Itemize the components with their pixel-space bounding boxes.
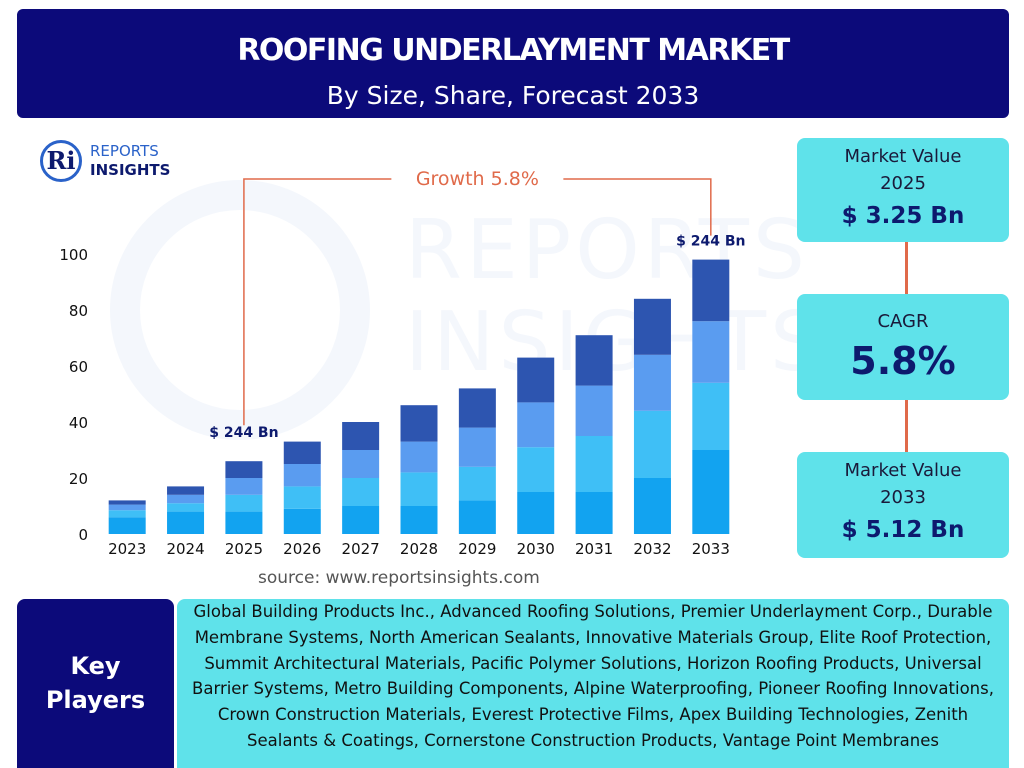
key-players-label: Key Players xyxy=(17,599,174,768)
bar-segment xyxy=(342,422,380,450)
y-tick-label: 40 xyxy=(69,414,88,432)
x-tick-label: 2025 xyxy=(225,540,263,558)
bar-segment xyxy=(575,335,613,386)
bar-segment xyxy=(458,500,496,534)
bar-segment xyxy=(517,492,555,534)
watermark-line-2: INSIGHTS xyxy=(405,295,827,390)
bar-segment xyxy=(692,259,730,322)
logo-line-2: INSIGHTS xyxy=(90,161,171,179)
x-tick-label: 2032 xyxy=(633,540,671,558)
bar-segment xyxy=(167,494,205,504)
bar-segment xyxy=(517,357,555,403)
cagr-label: CAGR xyxy=(877,311,929,332)
bar-segment xyxy=(167,511,205,534)
start-value-label: $ 244 Bn xyxy=(209,425,278,441)
y-tick-label: 60 xyxy=(69,358,88,376)
cagr-card: CAGR 5.8% xyxy=(797,294,1009,400)
bar-segment xyxy=(400,472,438,506)
market-value-2025-label: Market Value xyxy=(844,146,962,167)
bar-segment xyxy=(225,511,263,534)
x-tick-label: 2027 xyxy=(342,540,380,558)
bar-segment xyxy=(225,494,263,512)
bar-segment xyxy=(575,492,613,534)
x-tick-label: 2023 xyxy=(108,540,146,558)
y-tick-label: 80 xyxy=(69,302,88,320)
x-tick-label: 2026 xyxy=(283,540,321,558)
bar-segment xyxy=(458,388,496,428)
cagr-value: 5.8% xyxy=(850,339,956,383)
bar-segment xyxy=(283,464,321,487)
bar-segment xyxy=(400,441,438,473)
card-connector-bottom xyxy=(905,400,908,452)
market-bar-chart: 0 20 40 60 80 100 2023 2024 2025 2026 2027 2028 2029… xyxy=(59,168,745,558)
growth-bracket-line xyxy=(243,178,712,426)
market-value-2025: $ 3.25 Bn xyxy=(841,203,965,229)
bar-segment xyxy=(458,427,496,467)
bar-segment xyxy=(575,436,613,492)
bar-segment xyxy=(225,461,263,478)
logo-text: REPORTS INSIGHTS xyxy=(90,142,170,180)
bar-segment xyxy=(517,447,555,492)
bar-segment xyxy=(692,382,730,450)
bar-segment xyxy=(108,504,146,511)
end-value-label: $ 244 Bn xyxy=(676,234,745,250)
page-title: ROOFING UNDERLAYMENT MARKET xyxy=(237,33,790,68)
market-value-2025-year: 2025 xyxy=(880,173,926,194)
bar-segment xyxy=(633,298,671,355)
source-note: source: www.reportsinsights.com xyxy=(258,568,540,588)
market-value-2033-card: Market Value 2033 $ 5.12 Bn xyxy=(797,452,1009,558)
growth-label: Growth 5.8% xyxy=(416,168,539,190)
key-players-label-line-2: Players xyxy=(45,686,146,714)
x-tick-label: 2028 xyxy=(400,540,438,558)
bar-segment xyxy=(108,517,146,534)
x-tick-label: 2031 xyxy=(575,540,613,558)
key-players-list: Global Building Products Inc., Advanced … xyxy=(177,599,1009,768)
bar-segment xyxy=(692,321,730,383)
bar-segment xyxy=(633,354,671,411)
bar-segment xyxy=(225,478,263,495)
market-value-2033: $ 5.12 Bn xyxy=(841,517,965,543)
bar-segment xyxy=(342,506,380,534)
bar-segment xyxy=(167,486,205,495)
bar-segment xyxy=(283,508,321,534)
watermark-text: REPORTS INSIGHTS xyxy=(405,205,826,389)
bar-segment xyxy=(283,441,321,464)
logo-mark: Ri xyxy=(40,140,82,182)
watermark-line-1: REPORTS xyxy=(405,203,809,298)
y-tick-label: 100 xyxy=(59,246,88,264)
market-value-2033-label: Market Value xyxy=(844,460,962,481)
bar-segment xyxy=(633,478,671,534)
bar-segment xyxy=(517,402,555,448)
x-tick-label: 2030 xyxy=(517,540,555,558)
x-tick-label: 2029 xyxy=(458,540,496,558)
bar-segment xyxy=(400,405,438,442)
market-value-2033-year: 2033 xyxy=(880,487,926,508)
y-tick-label: 0 xyxy=(78,526,88,544)
bar-segment xyxy=(575,385,613,436)
bar-segment xyxy=(458,466,496,501)
x-tick-label: 2033 xyxy=(692,540,730,558)
page-subtitle: By Size, Share, Forecast 2033 xyxy=(326,81,700,110)
logo-line-1: REPORTS xyxy=(90,142,159,160)
bar-segment xyxy=(692,450,730,534)
x-tick-label: 2024 xyxy=(166,540,204,558)
bar-segment xyxy=(283,486,321,509)
bar-segment xyxy=(342,478,380,506)
bar-segment xyxy=(167,503,205,512)
bar-segment xyxy=(108,500,146,505)
market-value-2025-card: Market Value 2025 $ 3.25 Bn xyxy=(797,138,1009,242)
header-banner: ROOFING UNDERLAYMENT MARKET By Size, Sha… xyxy=(17,9,1009,118)
bar-segment xyxy=(633,410,671,478)
bar-segment xyxy=(342,450,380,478)
bar-segment xyxy=(108,510,146,518)
y-tick-label: 20 xyxy=(69,470,88,488)
bar-segment xyxy=(400,506,438,534)
card-connector-top xyxy=(905,242,908,294)
reports-insights-logo: Ri REPORTS INSIGHTS xyxy=(40,140,180,182)
key-players-label-line-1: Key xyxy=(70,652,121,680)
